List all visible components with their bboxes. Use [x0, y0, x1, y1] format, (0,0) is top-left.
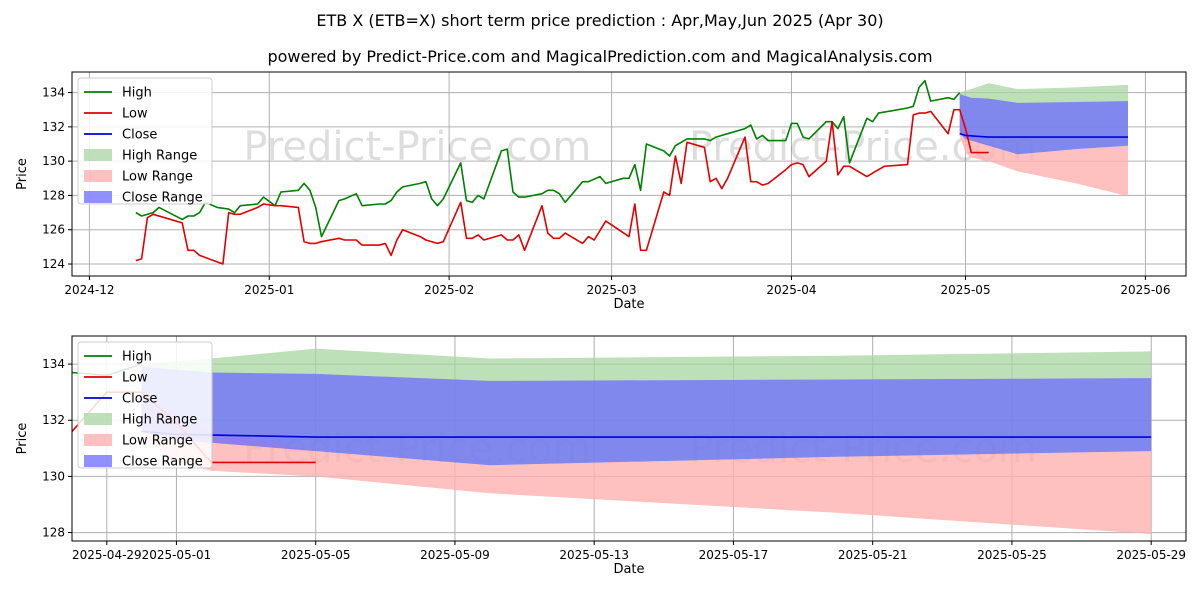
- y-tick-label: 128: [42, 526, 65, 540]
- x-tick-label: 2024-12: [64, 283, 114, 297]
- x-tick-label: 2025-05-17: [699, 548, 769, 562]
- legend-label: High Range: [122, 149, 197, 164]
- x-tick-label: 2025-04: [766, 283, 816, 297]
- legend-label: Low: [122, 107, 148, 122]
- x-axis-label: Date: [613, 562, 644, 577]
- legend-label: High: [122, 350, 152, 365]
- y-tick-label: 130: [42, 469, 65, 483]
- low-range-band: [141, 392, 1152, 534]
- legend: High Low Close High Range Low Range Close Ran…: [77, 341, 213, 470]
- x-tick-label: 2025-01: [244, 283, 294, 297]
- legend-label: Close: [122, 392, 157, 407]
- y-tick-label: 126: [42, 223, 65, 237]
- y-tick-label: 132: [42, 120, 65, 134]
- close-range-band: [141, 366, 1152, 466]
- x-tick-label: 2025-05-21: [838, 548, 908, 562]
- legend-label: High: [122, 86, 152, 101]
- axes-frame: [71, 71, 1187, 277]
- legend-label: Close: [122, 128, 157, 143]
- legend-label: Low Range: [122, 434, 193, 449]
- y-axis-label: Price: [15, 423, 30, 455]
- legend-label: High Range: [122, 413, 197, 428]
- x-tick-label: 2025-05-13: [559, 548, 629, 562]
- y-tick-label: 128: [42, 188, 65, 202]
- legend-label: Low Range: [122, 170, 193, 185]
- x-tick-label: 2025-06: [1120, 283, 1170, 297]
- legend-swatch: [84, 149, 112, 161]
- history-panel: Predict-Price.com Predict-Price.com Predic…: [15, 71, 1187, 320]
- plot-area: [72, 348, 1152, 534]
- legend-label: Low: [122, 371, 148, 386]
- plot-area: [135, 79, 1128, 265]
- legend: High Low Close High Range Low Range Close Ran…: [77, 77, 213, 206]
- x-tick-label: 2025-04-29: [72, 548, 142, 562]
- close-line: [959, 132, 1128, 138]
- forecast-panel: Predict-Price.comPredict-Price.comPredic…: [15, 335, 1187, 577]
- watermark-text: Predict-Price.com: [689, 274, 1037, 320]
- x-tick-label: 2025-05-25: [977, 548, 1047, 562]
- watermark-text: Predict-Price.com: [243, 124, 591, 170]
- x-tick-label: 2025-05: [940, 283, 990, 297]
- legend-swatch: [84, 170, 112, 182]
- low-line: [135, 108, 989, 265]
- chart-subtitle: powered by Predict-Price.com and Magical…: [267, 47, 932, 66]
- x-tick-label: 2025-05-09: [420, 548, 490, 562]
- legend-label: Close Range: [122, 455, 203, 470]
- low-range-band: [959, 109, 1128, 197]
- legend-swatch: [84, 413, 112, 425]
- axes-frame: [71, 335, 1187, 542]
- chart-title: ETB X (ETB=X) short term price predictio…: [316, 11, 883, 30]
- x-tick-label: 2025-02: [424, 283, 474, 297]
- x-tick-label: 2025-05-29: [1116, 548, 1186, 562]
- watermark: Predict-Price.com Predict-Price.com Predic…: [243, 124, 1037, 320]
- legend-label: Close Range: [122, 191, 203, 206]
- y-axis-label: Price: [15, 158, 30, 190]
- legend-swatch: [84, 434, 112, 446]
- x-tick-label: 2025-05-01: [142, 548, 212, 562]
- y-tick-label: 124: [42, 257, 65, 271]
- x-axis-label: Date: [613, 297, 644, 312]
- x-tick-label: 2025-03: [587, 283, 637, 297]
- watermark-text: Predict-Price.com: [243, 274, 591, 320]
- x-tick-label: 2025-05-05: [281, 548, 351, 562]
- close-range-band: [959, 94, 1128, 155]
- y-tick-label: 132: [42, 413, 65, 427]
- y-tick-label: 134: [42, 86, 65, 100]
- legend-swatch: [84, 191, 112, 203]
- high-line: [135, 79, 961, 238]
- y-tick-label: 130: [42, 154, 65, 168]
- y-tick-label: 134: [42, 357, 65, 371]
- legend-swatch: [84, 455, 112, 467]
